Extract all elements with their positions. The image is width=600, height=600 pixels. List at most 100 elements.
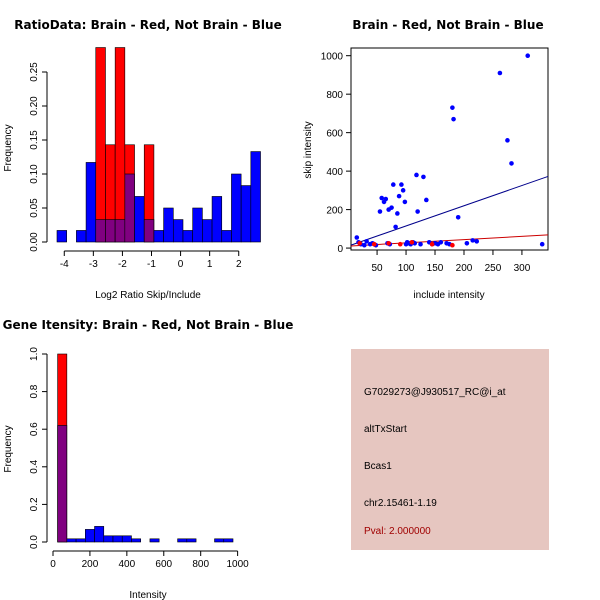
ratio-axes: -4 -3 -2 -1 0 1 2 0.00 0.05 0.10 0.15 0.20 0.25	[29, 62, 242, 270]
scatter-point-brain-5	[429, 241, 435, 247]
scatter-point-not-brain-33	[421, 174, 426, 180]
ratio-x-tick-label-6: 2	[236, 259, 242, 270]
intensity-xlabel: Intensity	[129, 590, 166, 600]
ratio-bar-17	[221, 230, 232, 243]
ratio-x-tick-label-1: -3	[89, 259, 98, 270]
ratio-bar-12	[172, 219, 184, 243]
scatter-point-not-brain-43	[451, 116, 456, 122]
intensity-bar-10	[149, 538, 160, 543]
scatter-frame	[350, 47, 549, 251]
intensity-bar-2	[75, 538, 86, 543]
intensity-x-tick-label-1: 200	[82, 559, 99, 570]
ratio-bar-3	[85, 162, 97, 243]
ratio-bar-16	[211, 196, 223, 243]
probe-id: G7029273@J930517_RC@i_at	[364, 387, 506, 398]
ratio-bar-14	[192, 207, 203, 243]
ratio-bar-11	[163, 207, 174, 243]
scatter-point-brain-4	[409, 240, 415, 245]
ratio-title: RatioData: Brain - Red, Not Brain - Blue	[14, 18, 281, 32]
scatter-point-not-brain-50	[509, 161, 514, 166]
scatter-point-not-brain-51	[525, 53, 531, 58]
ratio-bar-0	[56, 230, 67, 243]
scatter-point-brain-0	[357, 240, 362, 246]
ratio-bar-15	[202, 219, 213, 243]
ratio-bar-2	[76, 230, 87, 243]
scatter-point-not-brain-0	[354, 235, 360, 240]
scatter-x-tick-label-2: 150	[427, 263, 444, 274]
ratio-bar-18	[231, 173, 242, 243]
intensity-bar-5	[103, 535, 114, 543]
ratio-overlap-bar-9	[143, 219, 155, 243]
scatter-x-tick-label-5: 300	[514, 263, 531, 274]
scatter-point-not-brain-46	[470, 238, 475, 243]
scatter-x-tick-label-0: 50	[372, 263, 384, 274]
ratio-bar-20	[250, 151, 261, 243]
intensity-bar-18	[223, 538, 234, 543]
scatter-y-tick-label-4: 800	[326, 90, 343, 101]
ratio-bar-4	[95, 47, 106, 243]
scatter-point-not-brain-45	[464, 240, 470, 246]
ratio-bar-8	[134, 196, 145, 243]
intensity-axes: 0 200 400 600 800 1000 0.0 0.2 0.4 0.6 0.8 1.0	[29, 347, 249, 570]
scatter-fit-line-brain	[350, 234, 549, 247]
intensity-x-tick-label-3: 600	[155, 559, 172, 570]
intensity-bar-3	[85, 529, 95, 543]
ratio-y-tick-label-4: 0.20	[29, 96, 40, 116]
ratio-y-tick-label-1: 0.05	[29, 198, 40, 218]
scatter-x-tick-label-4: 250	[485, 263, 502, 274]
event-type: altTxStart	[364, 424, 407, 435]
intensity-bar-8	[131, 538, 141, 543]
ratio-x-tick-label-4: 0	[178, 259, 184, 270]
scatter-point-not-brain-30	[414, 172, 419, 178]
scatter-xlabel: include intensity	[413, 290, 484, 301]
scatter-point-not-brain-49	[505, 138, 510, 143]
scatter-point-not-brain-32	[418, 241, 423, 247]
intensity-bar-17	[214, 538, 225, 543]
scatter-point-not-brain-48	[497, 70, 503, 76]
scatter-point-not-brain-4	[364, 239, 369, 244]
scatter-point-not-brain-3	[362, 242, 367, 248]
scatter-title: Brain - Red, Not Brain - Blue	[352, 18, 543, 32]
scatter-point-not-brain-39	[438, 240, 444, 245]
ratio-y-tick-label-3: 0.15	[29, 130, 40, 150]
scatter-point-not-brain-52	[539, 241, 545, 247]
scatter-y-tick-label-5: 1000	[321, 52, 344, 63]
scatter-point-not-brain-42	[450, 105, 455, 110]
scatter-point-not-brain-22	[400, 188, 406, 193]
scatter-plot: Brain - Red, Not Brain - Blue 50 100 150 20…	[303, 18, 549, 301]
intensity-x-tick-label-2: 400	[119, 559, 136, 570]
ratio-y-tick-label-0: 0.00	[29, 232, 40, 252]
intensity-bar-6	[112, 535, 123, 543]
scatter-y-tick-label-3: 600	[326, 129, 343, 140]
scatter-fit-line-not-brain	[350, 175, 549, 246]
ratio-bars	[56, 47, 261, 243]
ratio-overlap-bar-4	[95, 219, 106, 243]
ratio-bar-19	[240, 185, 252, 243]
scatter-y-tick-label-1: 200	[326, 206, 343, 217]
scatter-point-not-brain-20	[396, 193, 402, 199]
intensity-y-tick-label-1: 0.2	[29, 497, 40, 511]
ratio-x-tick-label-0: -4	[60, 259, 69, 270]
ratio-bar-10	[153, 230, 164, 243]
intensity-x-tick-label-4: 800	[192, 559, 209, 570]
genomic-location: chr2.15461-1.19	[364, 498, 437, 509]
scatter-point-brain-2	[386, 240, 391, 246]
info-panel: G7029273@J930517_RC@i_at altTxStart Bcas…	[351, 349, 549, 550]
scatter-point-not-brain-31	[415, 209, 420, 214]
intensity-ylabel: Frequency	[3, 425, 14, 472]
intensity-bar-1	[66, 538, 77, 543]
scatter-axes: 50 100 150 200 250 300 0 200 400 600 800 1000	[321, 52, 531, 274]
gene-name: Bcas1	[364, 461, 392, 472]
scatter-point-not-brain-10	[379, 195, 385, 201]
scatter-point-not-brain-17	[390, 182, 396, 187]
scatter-y-tick-label-0: 0	[337, 244, 343, 255]
scatter-point-brain-3	[397, 241, 403, 247]
scatter-point-not-brain-16	[389, 205, 394, 210]
intensity-bars	[57, 353, 234, 543]
scatter-points	[354, 53, 545, 248]
intensity-bar-7	[121, 535, 132, 543]
intensity-bar-14	[186, 538, 197, 543]
intensity-y-tick-label-0: 0.0	[29, 535, 40, 549]
intensity-overlap-bar-0	[57, 425, 68, 543]
ratio-bar-13	[182, 230, 193, 243]
